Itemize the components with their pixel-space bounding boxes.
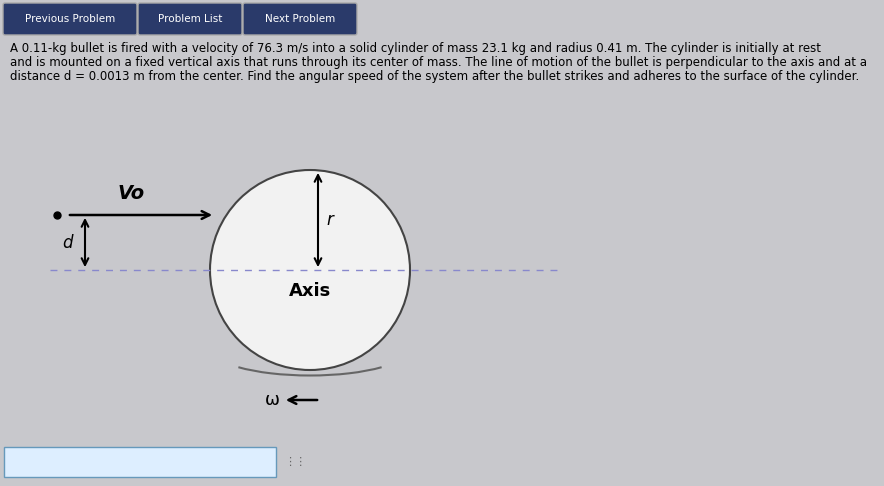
FancyBboxPatch shape <box>243 3 357 35</box>
Text: r: r <box>326 211 333 229</box>
Text: Axis: Axis <box>289 282 332 300</box>
Text: Next Problem: Next Problem <box>265 14 335 24</box>
Text: distance d = 0.0013 m from the center. Find the angular speed of the system afte: distance d = 0.0013 m from the center. F… <box>10 70 859 83</box>
Circle shape <box>210 170 410 370</box>
Text: and is mounted on a fixed vertical axis that runs through its center of mass. Th: and is mounted on a fixed vertical axis … <box>10 56 867 69</box>
Text: Previous Problem: Previous Problem <box>25 14 115 24</box>
Text: Vo: Vo <box>118 184 145 203</box>
Text: A 0.11-kg bullet is fired with a velocity of 76.3 m/s into a solid cylinder of m: A 0.11-kg bullet is fired with a velocit… <box>10 42 821 55</box>
Text: d: d <box>63 233 73 251</box>
FancyBboxPatch shape <box>138 3 242 35</box>
FancyBboxPatch shape <box>3 3 137 35</box>
FancyBboxPatch shape <box>4 447 276 477</box>
Text: Problem List: Problem List <box>158 14 222 24</box>
Text: ⋮⋮: ⋮⋮ <box>284 457 306 467</box>
Text: ω: ω <box>265 391 280 409</box>
